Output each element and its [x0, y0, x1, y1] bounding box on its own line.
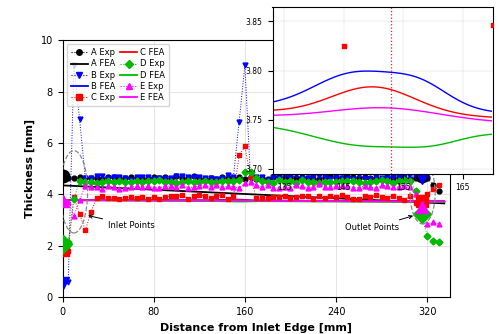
- Legend: A Exp, A FEA, B Exp, B FEA, C Exp, C FEA, D Exp, D FEA, E Exp, E FEA: A Exp, A FEA, B Exp, B FEA, C Exp, C FEA…: [66, 44, 170, 106]
- Point: [488, 22, 496, 28]
- Text: Inlet Points: Inlet Points: [89, 215, 155, 230]
- Text: Outlet Points: Outlet Points: [345, 215, 412, 232]
- Point: [340, 43, 348, 48]
- Y-axis label: Thickness [mm]: Thickness [mm]: [24, 119, 35, 218]
- X-axis label: Distance from Inlet Edge [mm]: Distance from Inlet Edge [mm]: [160, 323, 352, 333]
